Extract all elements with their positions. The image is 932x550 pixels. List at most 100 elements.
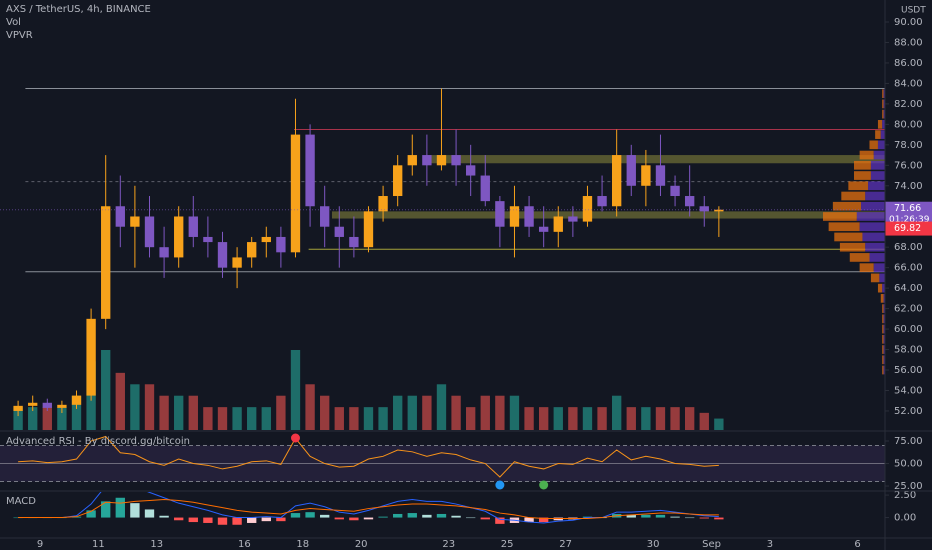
profile-up — [882, 365, 884, 375]
profile-down — [883, 345, 885, 354]
macd-histogram — [159, 515, 169, 518]
macd-histogram — [86, 510, 96, 518]
candle-body — [524, 206, 534, 227]
profile-down — [883, 355, 885, 365]
profile-down — [861, 201, 885, 211]
candle-body — [217, 242, 228, 268]
candle-body — [320, 206, 330, 227]
candle-body — [699, 206, 709, 212]
profile-down — [873, 263, 885, 273]
candle-body — [466, 165, 476, 176]
macd-histogram — [101, 501, 111, 518]
macd-histogram — [203, 517, 213, 523]
profile-up — [841, 191, 866, 201]
volume-bar — [714, 418, 724, 430]
candle-body — [363, 211, 374, 248]
macd-histogram — [524, 517, 534, 523]
price-zone — [425, 155, 885, 164]
macd-histogram — [320, 514, 330, 518]
y-tick-label: 82.00 — [894, 99, 923, 110]
volume-bar — [261, 407, 271, 430]
volume-bar — [684, 407, 695, 430]
last-price-label: 71.66 — [894, 203, 921, 214]
candle-body — [174, 216, 184, 258]
profile-up — [832, 201, 862, 211]
macd-histogram — [451, 515, 461, 518]
macd-title: MACD — [6, 496, 36, 507]
indicator-label: Vol — [6, 17, 21, 28]
macd-histogram — [670, 516, 680, 518]
candle-body — [349, 236, 359, 248]
volume-bar — [203, 407, 213, 430]
profile-down — [879, 273, 885, 283]
macd-histogram — [349, 517, 359, 521]
candle-body — [597, 196, 607, 207]
macd-histogram — [130, 503, 140, 518]
candle-body — [480, 175, 490, 202]
profile-down — [877, 140, 885, 150]
profile-up — [882, 109, 884, 119]
countdown-label: 01:26:39 — [889, 215, 930, 225]
volume-bar — [115, 372, 125, 430]
macd-histogram — [276, 517, 286, 522]
y-tick-label: 25.00 — [894, 481, 923, 492]
candle-body — [611, 155, 622, 207]
rsi-signal — [495, 480, 505, 490]
candle-body — [495, 201, 505, 227]
volume-bar — [290, 350, 301, 430]
x-tick-label: 23 — [442, 539, 455, 550]
y-tick-label: 80.00 — [894, 119, 923, 130]
volume-bar — [626, 407, 636, 430]
volume-bar — [422, 395, 432, 430]
marked-price-label: 69.82 — [894, 223, 921, 234]
candle-body — [232, 257, 242, 268]
macd-histogram — [436, 513, 447, 518]
candle-body — [130, 216, 140, 227]
profile-down — [883, 304, 885, 313]
candle-body — [626, 155, 636, 186]
profile-up — [882, 334, 884, 344]
volume-bar — [553, 407, 563, 430]
profile-up — [859, 263, 874, 273]
candle-body — [57, 404, 67, 408]
volume-bar — [641, 407, 651, 430]
profile-down — [883, 324, 885, 334]
candle-body — [539, 226, 549, 232]
macd-histogram — [174, 517, 184, 521]
profile-down — [882, 283, 885, 293]
macd-histogram — [393, 513, 403, 518]
profile-up — [882, 314, 884, 324]
candle-body — [13, 405, 23, 411]
candle-body — [42, 402, 52, 408]
profile-up — [877, 283, 883, 293]
volume-bar — [611, 395, 622, 430]
volume-bar — [436, 384, 447, 430]
volume-bar — [188, 395, 198, 430]
macd-histogram — [714, 517, 724, 520]
candle-body — [436, 155, 447, 166]
profile-down — [870, 160, 885, 170]
x-tick-label: Sep — [702, 539, 721, 550]
volume-bar — [247, 407, 257, 430]
price-pane — [13, 88, 885, 430]
candle-body — [115, 206, 125, 227]
volume-bar — [597, 407, 607, 430]
macd-histogram — [363, 517, 374, 520]
candle-body — [641, 165, 651, 186]
volume-bar — [57, 407, 67, 430]
profile-up — [848, 181, 869, 191]
volume-bar — [670, 407, 680, 430]
volume-bar — [101, 350, 111, 430]
macd-histogram — [641, 514, 651, 518]
volume-bar — [232, 407, 242, 430]
macd-histogram — [422, 514, 432, 518]
profile-up — [870, 273, 880, 283]
profile-up — [849, 253, 870, 262]
volume-bar — [655, 407, 666, 430]
volume-bar — [451, 395, 461, 430]
y-tick-label: 74.00 — [894, 181, 923, 192]
profile-down — [883, 314, 885, 324]
x-tick-label: 9 — [37, 539, 43, 550]
profile-up — [834, 232, 863, 242]
